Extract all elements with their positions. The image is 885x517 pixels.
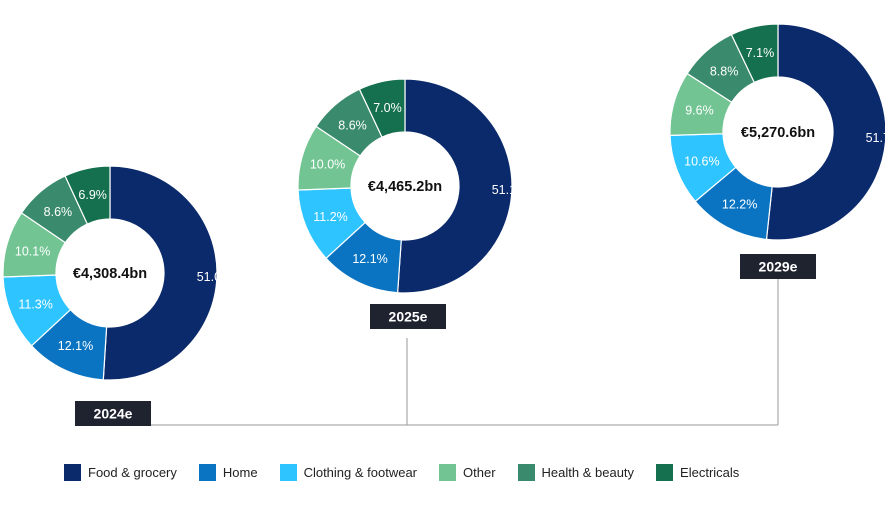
donut-total-label: €4,308.4bn bbox=[73, 266, 147, 282]
slice-value-label: 10.1% bbox=[15, 244, 50, 258]
legend-label: Food & grocery bbox=[88, 464, 177, 480]
donut-2024e: 51.0% 12.1% 11.3% 10.1% 8.6% 6.9% €4,308.4bn 20… bbox=[2, 165, 232, 426]
donut-2029e: 51.7% 12.2% 10.6% 9.6% 8.8% 7.1% €5,270.6bn 202… bbox=[669, 23, 885, 279]
legend: Food & grocery Home Clothing & footwear … bbox=[64, 462, 761, 482]
slice-value-label: 11.2% bbox=[313, 210, 348, 224]
timeline-connector bbox=[150, 279, 779, 426]
donut-slice bbox=[102, 165, 218, 381]
slice-value-label: 7.0% bbox=[373, 101, 402, 115]
legend-swatch bbox=[656, 463, 674, 481]
year-badge bbox=[75, 401, 151, 426]
legend-swatch bbox=[64, 463, 81, 481]
legend-item-clothing-footwear: Clothing & footwear bbox=[279, 463, 418, 481]
legend-label: Other bbox=[463, 464, 496, 480]
slice-value-label: 6.9% bbox=[78, 188, 107, 202]
donut-total-label: €4,465.2bn bbox=[368, 179, 442, 195]
donut-slice bbox=[765, 23, 885, 241]
year-badge-label: 2025e bbox=[389, 309, 428, 325]
legend-label: Home bbox=[222, 464, 258, 480]
slice-value-label: 51.7% bbox=[866, 131, 885, 145]
slice-value-label: 8.6% bbox=[338, 118, 367, 132]
slice-value-label: 7.1% bbox=[746, 46, 775, 60]
legend-item-other: Other bbox=[439, 463, 496, 481]
year-badge bbox=[740, 254, 816, 279]
legend-swatch bbox=[517, 463, 535, 481]
slice-value-label: 10.6% bbox=[684, 155, 719, 169]
legend-label: Health & beauty bbox=[541, 464, 635, 480]
legend-swatch bbox=[198, 463, 216, 481]
slice-value-label: 12.1% bbox=[352, 252, 387, 266]
legend-item-food-grocery: Food & grocery bbox=[64, 463, 177, 481]
slice-value-label: 12.2% bbox=[722, 197, 757, 211]
donut-slice bbox=[396, 78, 513, 294]
legend-label: Clothing & footwear bbox=[303, 464, 418, 480]
legend-swatch bbox=[439, 463, 457, 481]
legend-swatch bbox=[279, 463, 297, 481]
year-badge bbox=[370, 304, 446, 329]
donut-total-label: €5,270.6bn bbox=[741, 125, 815, 141]
legend-item-health-beauty: Health & beauty bbox=[517, 463, 635, 481]
slice-value-label: 8.6% bbox=[44, 205, 73, 219]
legend-item-electricals: Electricals bbox=[656, 463, 740, 481]
slice-value-label: 9.6% bbox=[685, 104, 714, 118]
slice-value-label: 12.1% bbox=[58, 339, 93, 353]
donut-slice bbox=[358, 78, 406, 138]
slice-value-label: 8.8% bbox=[710, 64, 739, 78]
legend-item-home: Home bbox=[198, 463, 258, 481]
donut-slice bbox=[730, 23, 779, 84]
donut-2025e: 51.1% 12.1% 11.2% 10.0% 8.6% 7.0% €4,465.2bn 20… bbox=[297, 78, 527, 329]
slice-value-label: 10.0% bbox=[310, 158, 345, 172]
slice-value-label: 51.0% bbox=[197, 270, 232, 284]
donut-slice bbox=[64, 165, 111, 225]
legend-label: Electricals bbox=[680, 464, 740, 480]
year-badge-label: 2024e bbox=[94, 406, 133, 422]
slice-value-label: 51.1% bbox=[492, 183, 527, 197]
year-badge-label: 2029e bbox=[759, 259, 798, 275]
slice-value-label: 11.3% bbox=[18, 297, 53, 311]
